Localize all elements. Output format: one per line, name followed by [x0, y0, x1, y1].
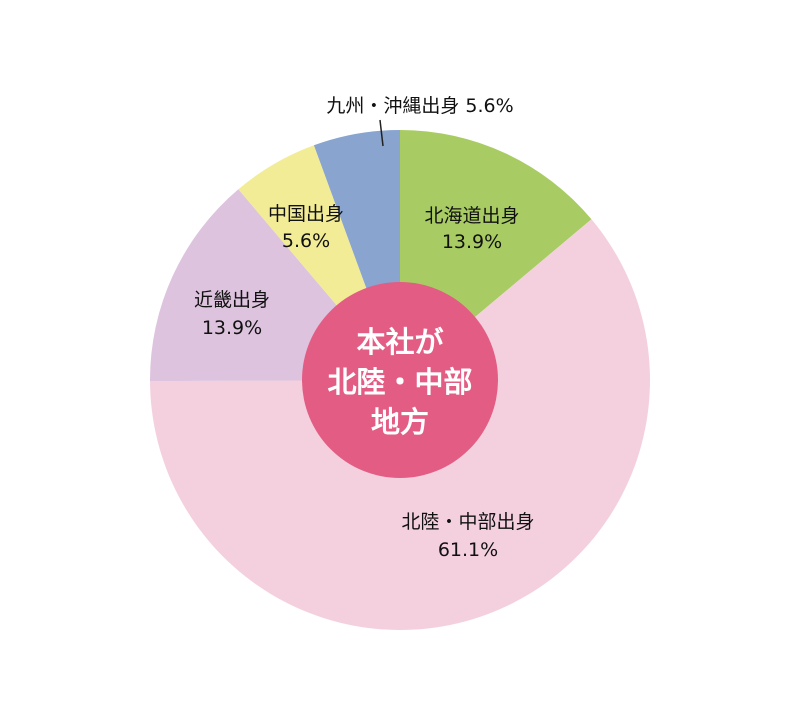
slice-name-label-1: 北陸・中部出身 [401, 511, 534, 533]
slice-name-label-3: 中国出身 [268, 203, 344, 225]
center-label-line-1: 北陸・中部 [327, 365, 472, 399]
slice-value-label-2: 13.9% [202, 317, 262, 339]
center-circle [302, 282, 498, 478]
leader-line-4 [379, 119, 384, 147]
slice-value-label-3: 5.6% [282, 230, 330, 252]
center-label-line-0: 本社が [356, 325, 443, 359]
labels-layer: 北海道出身 13.9% 北陸・中部出身 61.1% 近畿出身 13.9% 中国出身 5.6% 九… [194, 95, 535, 561]
center-label-line-2: 地方 [371, 405, 429, 439]
slice-value-label-0: 13.9% [442, 231, 502, 253]
slice-value-label-1: 61.1% [438, 539, 498, 561]
slice-label-4: 九州・沖縄出身 5.6% [326, 95, 513, 117]
slice-name-label-2: 近畿出身 [194, 289, 270, 311]
slice-name-label-0: 北海道出身 [424, 205, 519, 227]
